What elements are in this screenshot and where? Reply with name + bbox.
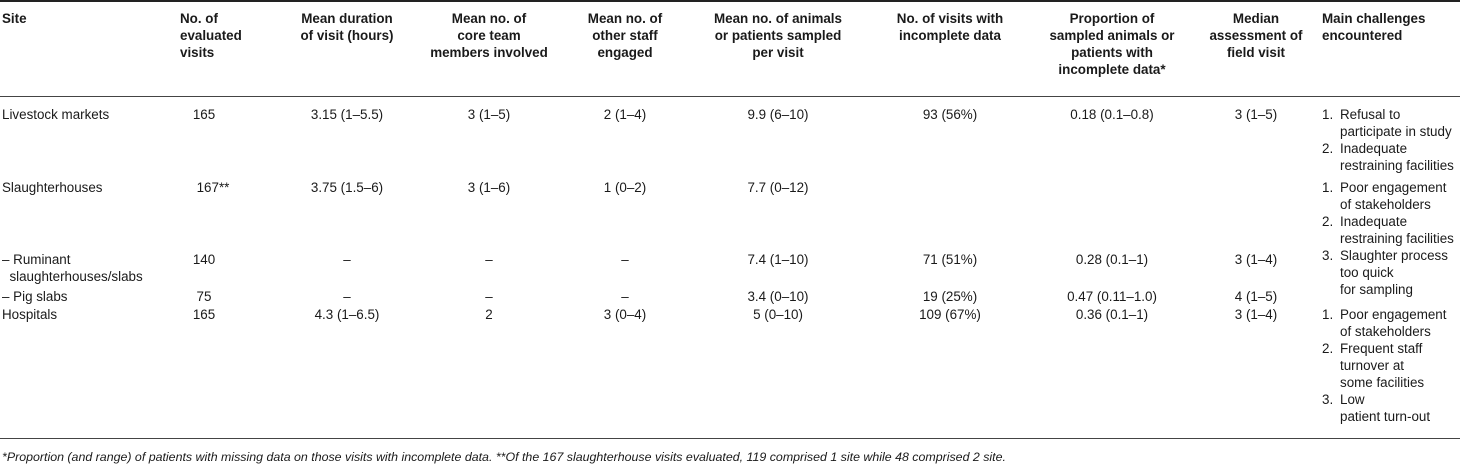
row-hospitals-evaluated: 165 (192, 307, 216, 322)
row-hospitals-core: 2 (485, 307, 493, 322)
header-proportion-incomplete: Proportion of sampled animals or patient… (1049, 11, 1175, 77)
row-hospitals-incomplete: 109 (67%) (919, 307, 981, 322)
row-pig-slabs-core: – (485, 289, 493, 304)
row-ruminant-other: – (621, 252, 629, 267)
row-hospitals-site: Hospitals (2, 307, 58, 322)
row-livestock-incomplete: 93 (56%) (922, 107, 978, 122)
challenge-item: 2. Frequent staff turnover at some facil… (1322, 340, 1460, 391)
row-livestock-evaluated: 165 (192, 107, 216, 122)
challenge-item: 3. Slaughter process too quick for sampl… (1322, 247, 1460, 298)
header-site: Site (2, 11, 27, 26)
row-pig-slabs-duration: – (343, 289, 351, 304)
challenge-number: 2. (1322, 341, 1334, 356)
row-slaughterhouses-evaluated: 167** (196, 180, 230, 195)
row-ruminant-animals: 7.4 (1–10) (747, 252, 809, 267)
challenges-hospitals: 1. Poor engagement of stakeholders 2. Fr… (1322, 306, 1460, 425)
challenges-livestock: 1. Refusal to participate in study 2. In… (1322, 106, 1460, 174)
challenge-text: Slaughter process too quick for sampling (1340, 248, 1448, 297)
row-slaughterhouses-duration: 3.75 (1.5–6) (310, 180, 384, 195)
challenge-item: 3. Low patient turn-out (1322, 391, 1460, 425)
challenge-number: 1. (1322, 107, 1334, 122)
challenge-number: 2. (1322, 214, 1334, 229)
header-median-assessment: Median assessment of field visit (1209, 11, 1303, 60)
table-footnote: *Proportion (and range) of patients with… (2, 450, 1006, 464)
row-livestock-median: 3 (1–5) (1234, 107, 1278, 122)
row-hospitals-median: 3 (1–4) (1234, 307, 1278, 322)
challenge-text: Frequent staff turnover at some faciliti… (1340, 341, 1425, 390)
row-ruminant-site: – Ruminant slaughterhouses/slabs (2, 252, 143, 284)
row-slaughterhouses-animals: 7.7 (0–12) (747, 180, 809, 195)
challenge-item: 1. Poor engagement of stakeholders (1322, 179, 1460, 213)
row-ruminant-median: 3 (1–4) (1234, 252, 1278, 267)
row-livestock-other: 2 (1–4) (603, 107, 647, 122)
header-main-challenges: Main challenges encountered (1322, 11, 1426, 43)
row-hospitals-duration: 4.3 (1–6.5) (314, 307, 380, 322)
challenge-text: Poor engagement of stakeholders (1340, 307, 1447, 339)
challenge-item: 1. Poor engagement of stakeholders (1322, 306, 1460, 340)
row-livestock-animals: 9.9 (6–10) (747, 107, 809, 122)
row-slaughterhouses-other: 1 (0–2) (603, 180, 647, 195)
row-ruminant-duration: – (343, 252, 351, 267)
header-animals-sampled: Mean no. of animals or patients sampled … (714, 11, 842, 60)
challenge-text: Refusal to participate in study (1340, 107, 1452, 139)
row-ruminant-incomplete: 71 (51%) (922, 252, 978, 267)
row-slaughterhouses-core: 3 (1–6) (467, 180, 511, 195)
row-livestock-core: 3 (1–5) (467, 107, 511, 122)
header-mean-duration: Mean duration of visit (hours) (300, 11, 394, 43)
row-livestock-duration: 3.15 (1–5.5) (310, 107, 384, 122)
challenge-text: Poor engagement of stakeholders (1340, 180, 1447, 212)
challenge-item: 2. Inadequate restraining facilities (1322, 213, 1460, 247)
challenges-slaughterhouses: 1. Poor engagement of stakeholders 2. In… (1322, 179, 1460, 298)
challenge-text: Inadequate restraining facilities (1340, 214, 1454, 246)
row-livestock-proportion: 0.18 (0.1–0.8) (1070, 107, 1154, 122)
header-rule (0, 96, 1460, 97)
row-ruminant-proportion: 0.28 (0.1–1) (1075, 252, 1149, 267)
challenge-number: 1. (1322, 307, 1334, 322)
row-pig-slabs-animals: 3.4 (0–10) (747, 289, 809, 304)
header-evaluated-visits: No. of evaluated visits (180, 11, 242, 60)
row-hospitals-animals: 5 (0–10) (753, 307, 803, 322)
row-ruminant-core: – (485, 252, 493, 267)
challenge-number: 3. (1322, 248, 1334, 263)
row-pig-slabs-evaluated: 75 (196, 289, 212, 304)
challenge-text: Low patient turn-out (1340, 392, 1431, 424)
challenge-number: 2. (1322, 141, 1334, 156)
header-core-team: Mean no. of core team members involved (430, 11, 548, 60)
challenge-text: Inadequate restraining facilities (1340, 141, 1454, 173)
row-ruminant-evaluated: 140 (192, 252, 216, 267)
row-livestock-site: Livestock markets (2, 107, 110, 122)
row-pig-slabs-proportion: 0.47 (0.11–1.0) (1067, 289, 1157, 304)
table-bottom-rule (0, 438, 1460, 439)
challenge-number: 1. (1322, 180, 1334, 195)
row-hospitals-proportion: 0.36 (0.1–1) (1075, 307, 1149, 322)
challenge-number: 3. (1322, 392, 1334, 407)
header-other-staff: Mean no. of other staff engaged (587, 11, 663, 60)
challenge-item: 2. Inadequate restraining facilities (1322, 140, 1460, 174)
row-pig-slabs-other: – (621, 289, 629, 304)
row-pig-slabs-median: 4 (1–5) (1234, 289, 1278, 304)
row-pig-slabs-site: – Pig slabs (2, 289, 68, 304)
row-hospitals-other: 3 (0–4) (603, 307, 647, 322)
row-slaughterhouses-site: Slaughterhouses (2, 180, 103, 195)
header-incomplete-visits: No. of visits with incomplete data (896, 11, 1004, 43)
challenge-item: 1. Refusal to participate in study (1322, 106, 1460, 140)
table-top-rule (0, 0, 1460, 2)
row-pig-slabs-incomplete: 19 (25%) (922, 289, 978, 304)
